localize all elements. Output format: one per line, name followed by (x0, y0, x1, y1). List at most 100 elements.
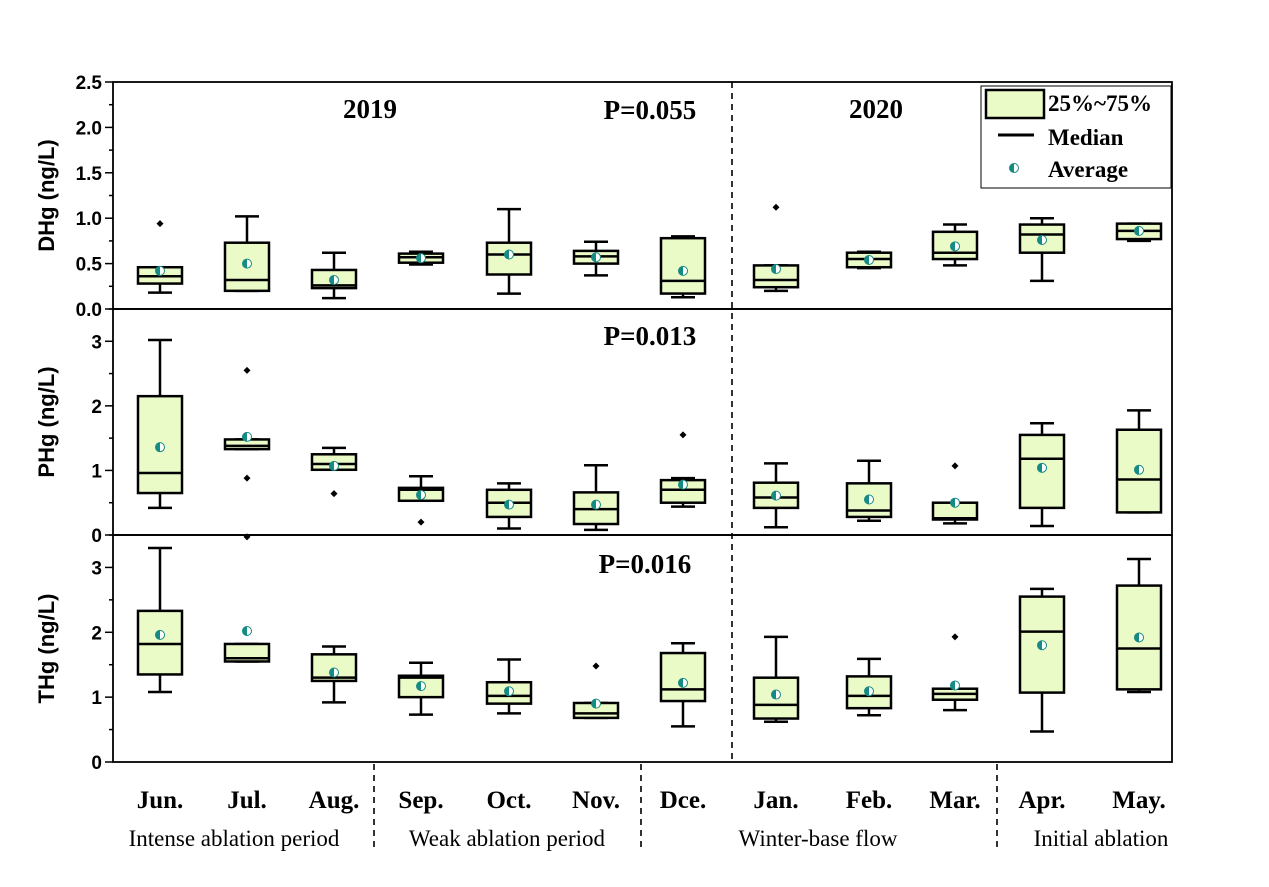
y-tick-label: 1 (91, 461, 102, 482)
year-label-2019: 2019 (343, 94, 397, 124)
box-phg-11 (1018, 422, 1066, 528)
period-label-weak-ablation: Weak ablation period (409, 826, 606, 851)
month-label-jul: Jul. (227, 787, 267, 814)
box-phg-4 (397, 474, 445, 526)
y-tick-label: 1 (91, 688, 102, 709)
box-thg-11 (1018, 587, 1066, 733)
mean-marker (591, 499, 601, 510)
legend-box-swatch (984, 88, 1046, 120)
box-dhg-8 (752, 203, 800, 293)
y-tick-label: 1.0 (76, 209, 102, 230)
year-label-2020: 2020 (849, 94, 903, 124)
p-value-label: P=0.013 (604, 321, 697, 351)
month-labels: Jun. Jul. Aug. Sep. Oct. Nov. Dce. Jan. … (137, 787, 1166, 814)
box-phg-10 (931, 462, 979, 525)
month-label-may: May. (1112, 787, 1165, 814)
box-thg-6 (572, 662, 620, 720)
box-dhg-11 (1018, 216, 1066, 283)
mean-marker (678, 479, 688, 490)
y-tick-label: 0.5 (76, 255, 103, 276)
box-phg-3 (310, 446, 358, 498)
mean-marker (155, 629, 165, 640)
panel-frame (112, 534, 1173, 763)
mean-marker (504, 686, 514, 697)
mean-marker (329, 460, 339, 471)
mean-marker (591, 252, 601, 263)
month-label-mar: Mar. (929, 787, 980, 814)
box-thg-5 (485, 658, 533, 715)
box-thg-4 (397, 661, 445, 716)
month-label-feb: Feb. (846, 787, 893, 814)
outlier-marker (243, 474, 251, 482)
mean-marker (329, 274, 339, 285)
box-phg-12 (1115, 409, 1163, 514)
panel-phg: 0 1 2 3 PHg (ng/L) P=0.013 (34, 308, 1173, 547)
box-dhg-5 (485, 207, 533, 295)
y-tick-label: 2 (91, 397, 102, 418)
box-dhg-1 (136, 220, 184, 294)
box-dhg-6 (572, 240, 620, 277)
mean-marker (771, 490, 781, 501)
period-label-intense-ablation: Intense ablation period (129, 826, 340, 851)
box-thg-1 (136, 546, 184, 694)
outlier-marker (243, 366, 251, 374)
mean-marker (678, 677, 688, 688)
legend-average-label: Average (1048, 157, 1128, 182)
mean-marker (416, 681, 426, 692)
mean-marker (329, 667, 339, 678)
y-tick-label: 2.0 (76, 118, 102, 139)
mean-marker (771, 264, 781, 275)
mean-marker (1037, 234, 1047, 245)
legend-box-label: 25%~75% (1048, 91, 1152, 116)
mean-marker (1134, 225, 1144, 236)
mean-marker (950, 497, 960, 508)
box-phg-6 (572, 464, 620, 532)
box-thg-12 (1115, 557, 1163, 694)
month-label-apr: Apr. (1018, 787, 1065, 814)
y-tick-label: 0 (91, 526, 102, 547)
mean-marker (864, 494, 874, 505)
y-tick-label: 3 (91, 558, 102, 579)
month-label-oct: Oct. (486, 787, 531, 814)
y-tick-label: 2.5 (76, 73, 103, 94)
iqr-box (659, 651, 707, 703)
period-labels: Intense ablation period Weak ablation pe… (129, 826, 1169, 851)
box-thg-2 (223, 625, 271, 663)
mean-marker (1134, 464, 1144, 475)
mean-marker (1037, 640, 1047, 651)
mean-marker (864, 254, 874, 265)
y-tick-label: 3 (91, 332, 102, 353)
mean-marker (1134, 632, 1144, 643)
box-thg-9 (845, 657, 893, 717)
box-dhg-2 (223, 215, 271, 293)
legend: 25%~75% Median Average (980, 85, 1172, 189)
mean-marker (864, 686, 874, 697)
box-thg-3 (310, 645, 358, 704)
month-label-nov: Nov. (572, 787, 620, 814)
month-label-dce: Dce. (660, 787, 707, 814)
box-dhg-12 (1115, 222, 1163, 243)
box-dhg-7 (659, 235, 707, 299)
box-phg-5 (485, 482, 533, 530)
mean-marker (155, 442, 165, 453)
box-dhg-9 (845, 250, 893, 270)
box-thg-10 (931, 633, 979, 712)
y-tick-label: 2 (91, 623, 102, 644)
box-phg-8 (752, 462, 800, 529)
outlier-marker (156, 220, 164, 228)
outlier-marker (772, 203, 780, 211)
mean-marker (771, 689, 781, 700)
iqr-box (136, 609, 184, 676)
outlier-marker (679, 431, 687, 439)
y-axis-label: DHg (ng/L) (34, 139, 59, 251)
outlier-marker (417, 518, 425, 526)
outlier-marker (951, 462, 959, 470)
y-tick-label: 0.0 (76, 300, 102, 321)
mean-marker (504, 249, 514, 260)
mean-marker (242, 258, 252, 269)
period-label-winter-base-flow: Winter-base flow (739, 826, 898, 851)
box-thg-8 (752, 635, 800, 724)
y-tick-label: 0 (91, 753, 102, 774)
mean-marker (504, 499, 514, 510)
